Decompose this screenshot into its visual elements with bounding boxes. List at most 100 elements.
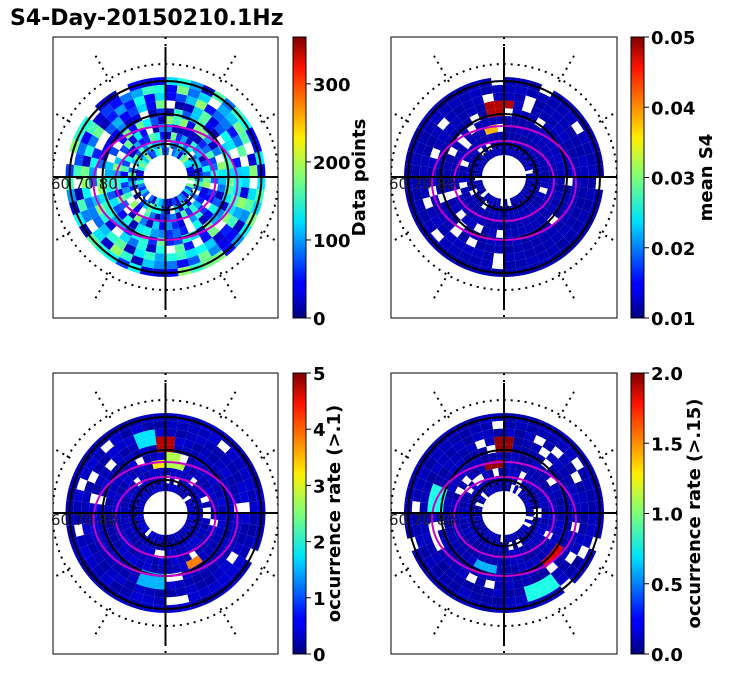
colorbar-label: Data points: [349, 119, 370, 237]
heatmap-cell: [171, 148, 177, 157]
heatmap-cell: [530, 124, 542, 135]
heatmap-cell: [182, 524, 192, 532]
heatmap-cell: [214, 190, 225, 201]
heatmap-cell: [552, 218, 565, 232]
heatmap-cell: [545, 452, 559, 465]
heatmap-cell: [178, 528, 187, 537]
heatmap-cell: [494, 581, 504, 590]
heatmap-cell: [181, 155, 190, 164]
heatmap-cell: [447, 533, 458, 544]
heatmap-cell: [154, 92, 166, 102]
heatmap-cell: [212, 231, 226, 244]
heatmap-cell: [430, 447, 445, 462]
heatmap-cell: [449, 128, 461, 140]
heatmap-cell: [512, 485, 519, 494]
heatmap-cell: [504, 84, 517, 94]
heatmap-cell: [172, 228, 182, 238]
heatmap-cell: [510, 228, 520, 238]
heatmap-cell: [515, 594, 528, 605]
heatmap-cell: [123, 117, 135, 129]
heatmap-cell: [488, 116, 498, 126]
heatmap-cell: [203, 237, 217, 251]
heatmap-cell: [151, 556, 160, 566]
heatmap-cell: [137, 521, 147, 528]
heatmap-cell: [526, 140, 537, 151]
heatmap-cell: [100, 103, 115, 118]
heatmap-cell: [492, 131, 500, 141]
heatmap-cell: [422, 144, 434, 158]
heatmap-cell: [474, 515, 483, 521]
heatmap-cell: [455, 122, 467, 134]
heatmap-cell: [489, 149, 496, 158]
heatmap-cell: [92, 228, 106, 243]
heatmap-cell: [202, 458, 215, 470]
heatmap-cell: [437, 211, 450, 224]
heatmap-cell: [422, 532, 434, 546]
panel-frame: [390, 372, 618, 655]
heatmap-cell: [165, 229, 174, 238]
heatmap-cell: [424, 219, 438, 234]
heatmap-cell: [458, 507, 467, 513]
heatmap-cell: [186, 515, 196, 521]
heatmap-cell: [174, 579, 186, 589]
heatmap-cell: [541, 171, 550, 177]
heatmap-cell: [541, 556, 553, 568]
heatmap-cell: [524, 501, 533, 508]
heatmap-cell: [462, 191, 472, 200]
heatmap-cell: [199, 231, 213, 244]
heatmap-cell: [120, 513, 129, 519]
heatmap-cell: [183, 240, 195, 251]
heatmap-cell: [447, 579, 462, 593]
heatmap-cell: [185, 431, 198, 443]
heatmap-cell: [99, 466, 111, 479]
heatmap-cell: [430, 564, 445, 579]
heatmap-cell: [216, 497, 226, 507]
heatmap-cell: [120, 171, 129, 177]
panel-frame: [52, 36, 279, 319]
heatmap-cell: [176, 85, 190, 96]
heatmap-cell: [457, 144, 468, 155]
heatmap-cell: [165, 588, 177, 598]
heatmap-cell: [438, 572, 453, 587]
heatmap-cell: [238, 466, 251, 481]
heatmap-cell: [136, 576, 148, 587]
heatmap-cell: [508, 131, 516, 141]
heatmap-cell: [193, 470, 204, 481]
heatmap-cell: [542, 439, 556, 453]
heatmap-cell: [433, 474, 445, 487]
heatmap-cell: [143, 429, 156, 440]
heatmap-cell: [168, 483, 174, 492]
heatmap-cell: [128, 555, 139, 566]
heatmap-cell: [123, 579, 137, 591]
colorbar-label: occurrence rate (>.15): [684, 399, 705, 629]
heatmap-cell: [120, 517, 130, 525]
heatmap-cell: [556, 505, 565, 513]
heatmap-cell: [165, 92, 177, 102]
heatmap-cell: [182, 158, 192, 166]
heatmap-cell: [192, 199, 202, 210]
heatmap-cell: [555, 519, 565, 529]
heatmap-cell: [587, 177, 597, 190]
heatmap-cell: [508, 467, 516, 477]
heatmap-cell: [158, 558, 166, 567]
heatmap-cell: [468, 423, 483, 436]
heatmap-cell: [133, 539, 143, 550]
heatmap-cell: [98, 223, 112, 237]
colorbar-tick-label: 0: [313, 645, 326, 666]
heatmap-cell: [515, 530, 523, 539]
heatmap-cell: [411, 177, 421, 190]
polar-plot-area: [391, 37, 617, 317]
heatmap-cell: [524, 559, 535, 570]
heatmap-cell: [114, 439, 128, 453]
heatmap-cell: [165, 558, 173, 567]
heatmap-cell: [536, 586, 551, 599]
heatmap-cell: [181, 190, 190, 199]
heatmap-cell: [199, 110, 213, 123]
heatmap-cell: [414, 198, 427, 213]
heatmap-cell: [447, 197, 458, 208]
heatmap-cell: [430, 461, 444, 475]
heatmap-cell: [521, 240, 534, 251]
heatmap-cell: [176, 151, 184, 160]
heatmap-cell: [558, 117, 571, 131]
latitude-label: 60 70 80: [389, 175, 456, 193]
